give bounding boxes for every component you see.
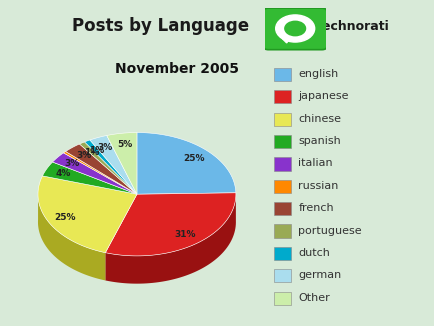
FancyBboxPatch shape (273, 135, 290, 148)
Text: 4%: 4% (55, 169, 71, 178)
Text: portuguese: portuguese (298, 226, 361, 236)
Text: 1%: 1% (89, 146, 104, 155)
FancyBboxPatch shape (263, 8, 326, 50)
Text: spanish: spanish (298, 136, 340, 146)
Text: italian: italian (298, 158, 332, 169)
Text: russian: russian (298, 181, 338, 191)
Text: dutch: dutch (298, 248, 329, 258)
Text: 1%: 1% (84, 148, 99, 157)
Text: 25%: 25% (182, 154, 204, 163)
FancyBboxPatch shape (273, 180, 290, 193)
FancyBboxPatch shape (273, 112, 290, 126)
Text: Technorati: Technorati (315, 20, 388, 33)
Polygon shape (282, 37, 290, 43)
Text: english: english (298, 69, 338, 79)
Polygon shape (43, 162, 137, 194)
Polygon shape (66, 144, 137, 194)
Text: german: german (298, 270, 341, 280)
FancyBboxPatch shape (273, 225, 290, 238)
FancyBboxPatch shape (273, 202, 290, 215)
FancyBboxPatch shape (273, 90, 290, 103)
Polygon shape (53, 153, 137, 194)
Text: japanese: japanese (298, 91, 348, 101)
Polygon shape (85, 140, 137, 194)
Circle shape (284, 21, 305, 36)
Text: 3%: 3% (64, 159, 79, 169)
Text: chinese: chinese (298, 114, 341, 124)
Text: 3%: 3% (97, 143, 112, 152)
Polygon shape (38, 176, 137, 253)
Text: 5%: 5% (117, 140, 132, 149)
Polygon shape (107, 133, 137, 194)
FancyBboxPatch shape (273, 291, 290, 305)
Polygon shape (38, 192, 105, 280)
Text: 3%: 3% (76, 152, 91, 160)
Polygon shape (90, 136, 137, 194)
FancyBboxPatch shape (273, 68, 290, 81)
Text: 31%: 31% (174, 230, 195, 240)
Polygon shape (63, 152, 137, 194)
Text: Posts by Language: Posts by Language (72, 17, 249, 35)
Polygon shape (105, 193, 235, 284)
Text: Other: Other (298, 293, 329, 303)
FancyBboxPatch shape (273, 157, 290, 170)
Text: 25%: 25% (54, 213, 75, 222)
FancyBboxPatch shape (273, 247, 290, 260)
Text: french: french (298, 203, 333, 213)
Text: November 2005: November 2005 (114, 63, 238, 77)
Polygon shape (105, 193, 235, 256)
FancyBboxPatch shape (273, 269, 290, 282)
Circle shape (275, 15, 314, 42)
Polygon shape (79, 142, 137, 194)
Polygon shape (137, 133, 235, 194)
